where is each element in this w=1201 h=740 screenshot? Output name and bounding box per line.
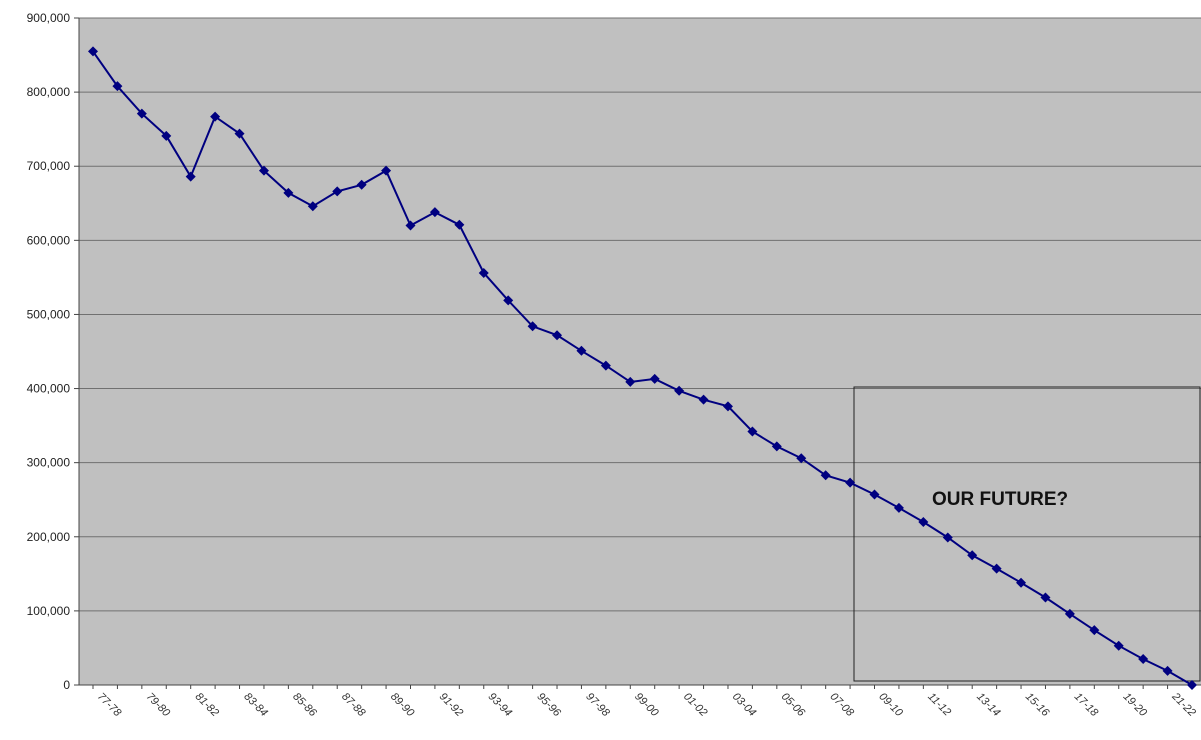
y-tick-label: 800,000 — [27, 85, 71, 99]
data-point — [527, 321, 538, 332]
y-tick-label: 0 — [63, 678, 70, 692]
data-point — [112, 81, 123, 92]
y-tick-label: 600,000 — [27, 233, 71, 247]
x-tick-label: 19-20 — [1121, 691, 1150, 720]
x-tick-label: 97-98 — [583, 691, 612, 720]
data-point — [210, 111, 221, 122]
series-line — [92, 50, 1193, 686]
data-point — [356, 179, 367, 190]
x-tick-label: 15-16 — [1023, 691, 1052, 720]
y-tick-label: 300,000 — [27, 456, 71, 470]
y-tick-label: 700,000 — [27, 159, 71, 173]
plot-area — [79, 18, 1201, 685]
x-tick-label: 87-88 — [339, 691, 368, 720]
data-point — [1138, 654, 1149, 665]
future-annotation-label: OUR FUTURE? — [932, 489, 1068, 510]
data-point — [1064, 608, 1075, 619]
x-tick-label: 89-90 — [388, 691, 417, 720]
data-point — [893, 502, 904, 513]
x-tick-label: 21-22 — [1169, 690, 1198, 719]
data-point — [722, 401, 733, 412]
x-tick-label: 95-96 — [534, 691, 563, 720]
x-tick-label: 05-06 — [779, 691, 808, 720]
data-point — [161, 130, 172, 141]
data-point — [258, 165, 269, 176]
x-tick-label: 93-94 — [486, 691, 514, 719]
data-point — [771, 441, 782, 452]
x-axis-ticks: 77-78 79-80 81-82 83-84 85-86 87-88 89-90 91-92… — [92, 685, 1198, 720]
x-tick-label: 01-02 — [681, 691, 709, 719]
x-tick-label: 85-86 — [290, 691, 319, 720]
y-tick-label: 500,000 — [27, 307, 71, 321]
x-tick-label: 77-78 — [95, 691, 124, 720]
data-point — [234, 128, 245, 139]
data-point — [942, 532, 953, 543]
data-point — [405, 220, 416, 231]
data-point — [503, 295, 514, 306]
data-point — [454, 219, 465, 230]
y-tick-label: 400,000 — [27, 382, 71, 396]
data-point — [478, 267, 489, 278]
data-point — [869, 489, 880, 500]
data-point — [1162, 665, 1173, 676]
x-tick-label: 09-10 — [876, 691, 905, 720]
data-point — [136, 108, 147, 119]
data-point — [552, 330, 563, 341]
x-tick-label: 13-14 — [974, 691, 1002, 719]
data-point — [625, 376, 636, 387]
x-tick-label: 91-92 — [437, 691, 465, 719]
data-point — [674, 385, 685, 396]
x-tick-label: 99-00 — [632, 691, 661, 720]
y-tick-label: 900,000 — [27, 11, 71, 25]
data-point — [307, 201, 318, 212]
x-tick-label: 17-18 — [1072, 691, 1101, 720]
data-point — [967, 550, 978, 561]
data-point — [283, 187, 294, 198]
data-point — [1113, 640, 1124, 651]
data-point — [332, 186, 343, 197]
data-point — [1040, 592, 1051, 603]
data-point — [991, 563, 1002, 574]
data-point — [600, 360, 611, 371]
y-axis-ticks: 0 100,000 200,000 300,000 400,000 500,000 600,… — [27, 11, 80, 692]
x-tick-label: 07-08 — [828, 691, 857, 720]
future-projection-box — [853, 386, 1201, 682]
data-point — [1016, 577, 1027, 588]
data-point — [845, 477, 856, 488]
data-point — [381, 165, 392, 176]
data-point — [1089, 625, 1100, 636]
data-point — [649, 373, 660, 384]
data-point — [1187, 680, 1197, 690]
data-point — [429, 207, 440, 218]
data-point — [796, 453, 807, 464]
x-tick-label: 79-80 — [144, 691, 173, 720]
x-tick-label: 81-82 — [193, 691, 221, 719]
data-point — [698, 394, 709, 405]
y-tick-label: 200,000 — [27, 530, 71, 544]
data-point — [820, 470, 831, 481]
x-tick-label: 11-12 — [925, 691, 953, 719]
y-tick-label: 100,000 — [27, 604, 71, 618]
data-point — [576, 345, 587, 356]
gridlines — [79, 17, 1201, 686]
data-point — [747, 426, 758, 437]
x-tick-label: 03-04 — [730, 691, 758, 719]
data-point — [185, 171, 196, 182]
x-tick-label: 83-84 — [241, 691, 269, 719]
data-point — [88, 46, 98, 57]
data-point-markers — [88, 46, 1197, 690]
data-point — [918, 516, 929, 527]
